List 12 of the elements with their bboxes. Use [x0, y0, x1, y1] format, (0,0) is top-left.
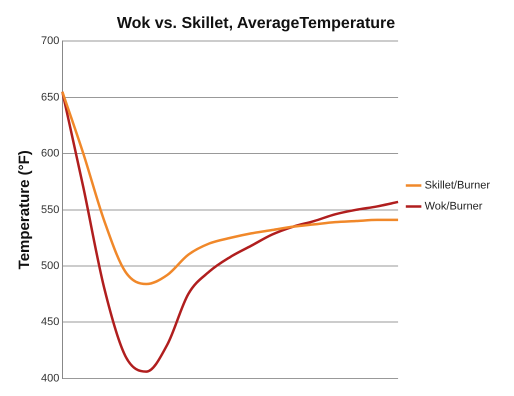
legend-label: Skillet/Burner [424, 180, 490, 192]
y-tick-label: 450 [40, 316, 60, 328]
y-tick-label: 650 [40, 91, 60, 104]
legend-label: Wok/Burner [424, 200, 483, 213]
line-series [61, 90, 400, 286]
chart-title: Wok vs. Skillet, AverageTemperature [116, 15, 396, 32]
y-tick-label: 700 [40, 35, 60, 48]
y-tick-label: 500 [40, 260, 60, 272]
y-tick-label: 600 [40, 148, 60, 160]
y-axis-title: Temperature (°F) [16, 150, 34, 270]
y-tick-label: 400 [40, 372, 60, 384]
y-tick-label: 550 [40, 204, 60, 216]
